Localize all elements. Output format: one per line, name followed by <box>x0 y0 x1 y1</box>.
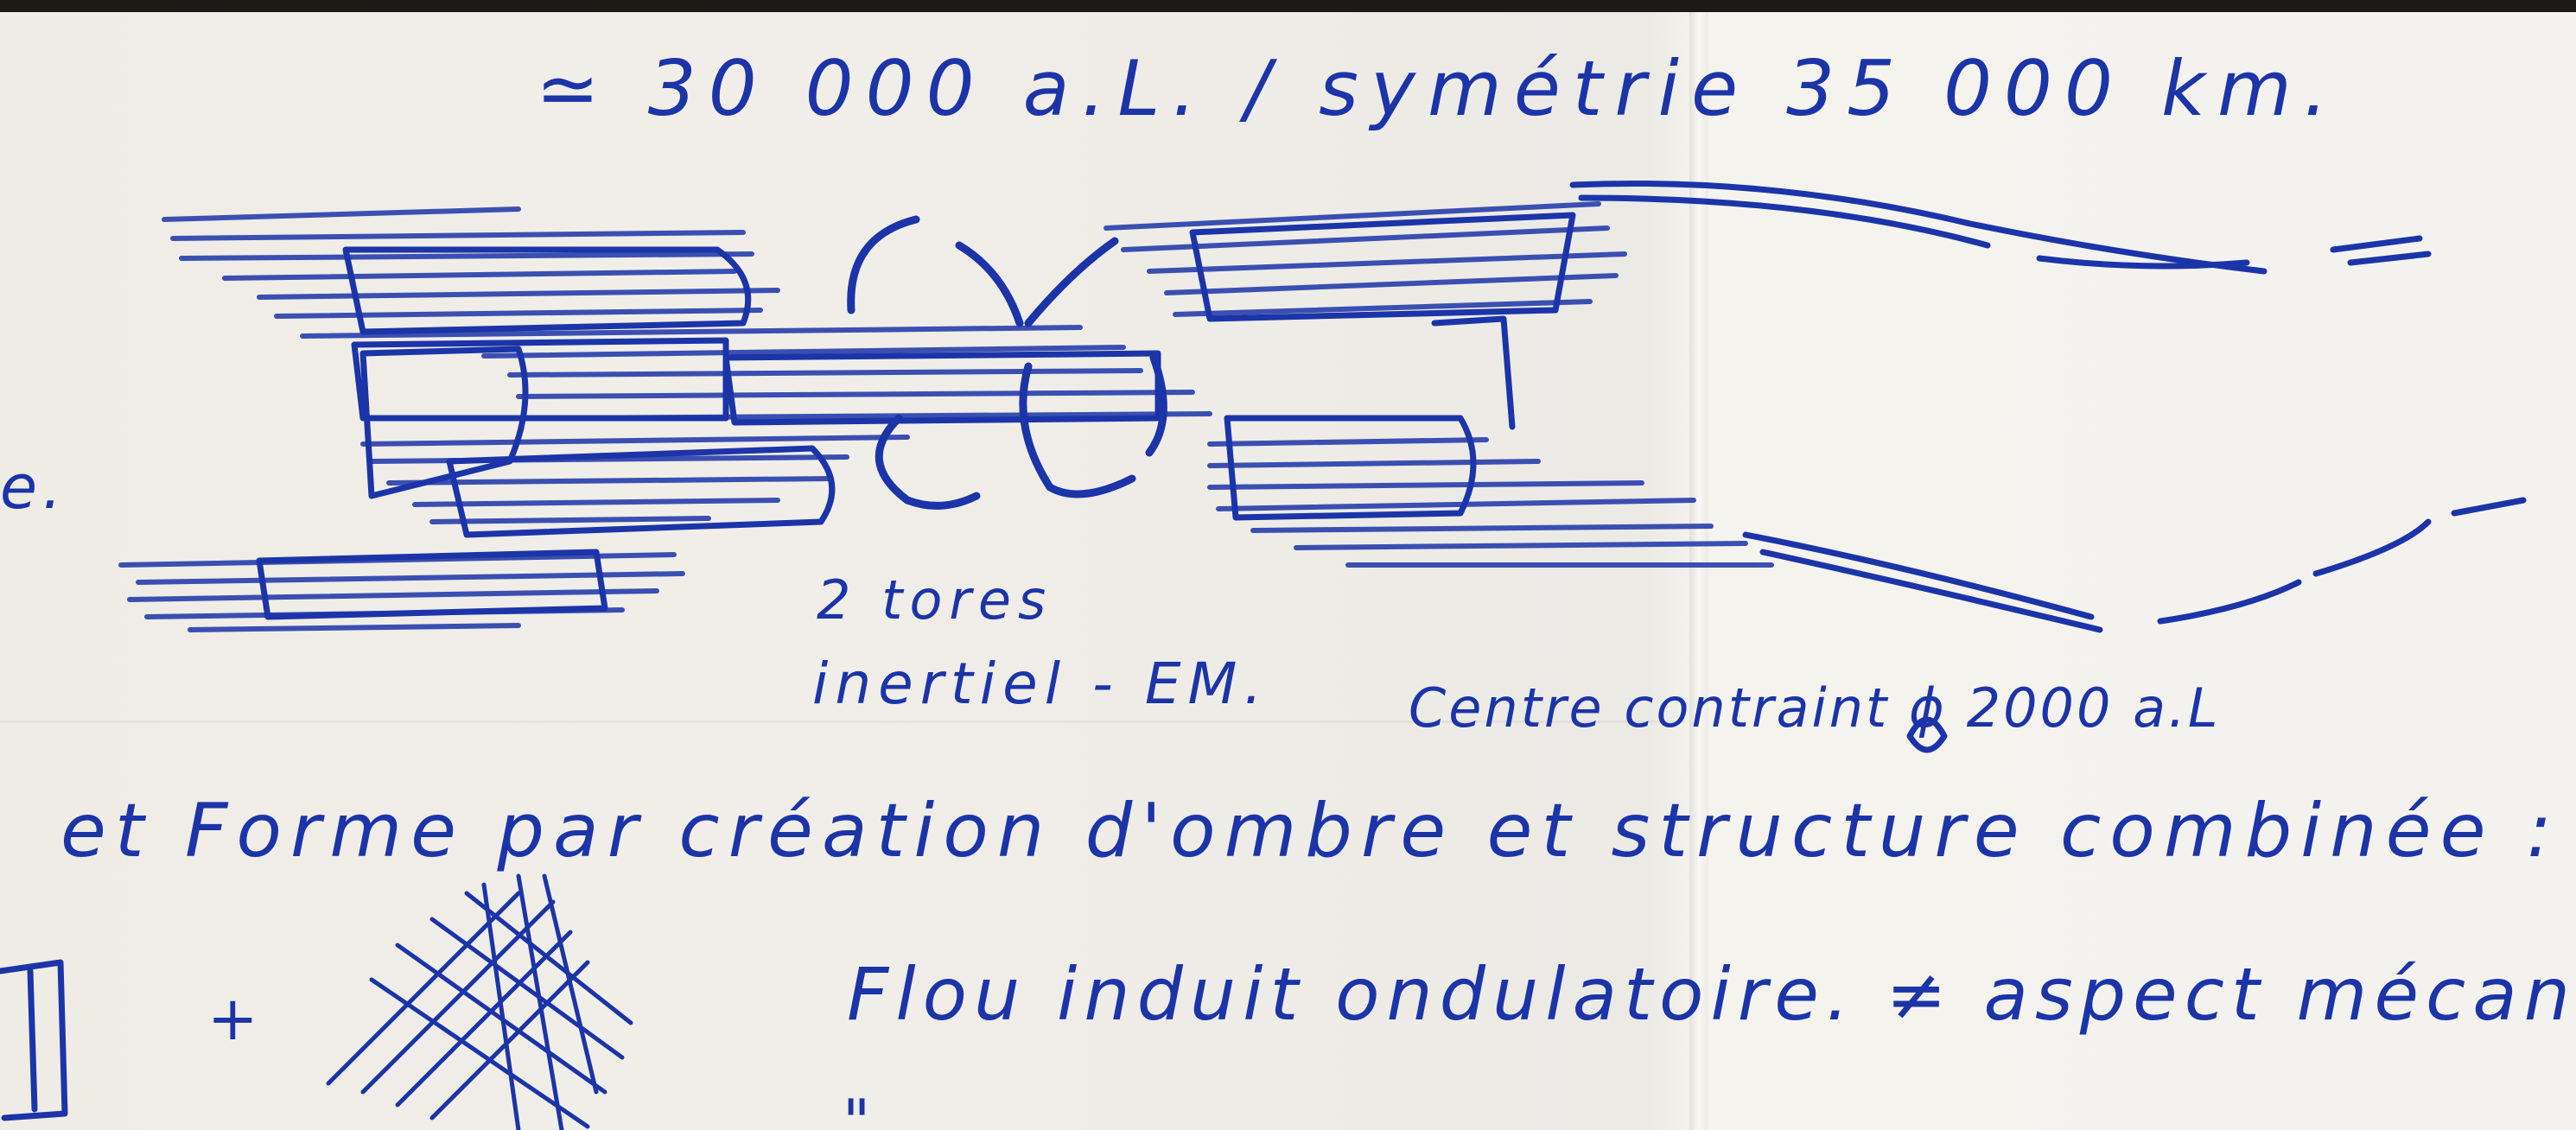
text-line-forme: et Forme par création d'ombre et structu… <box>60 788 2576 874</box>
cylinders-left <box>256 246 1161 620</box>
text-line-flou: Flou induit ondulatoire. ≠ aspect mécani… <box>847 952 2576 1037</box>
notebook-page: ≃ 30 000 a.L. / symétrie 35 000 km. e. 2… <box>0 12 2576 1130</box>
paper-fold <box>1689 12 1708 1130</box>
plus-sign: + <box>207 983 264 1054</box>
margin-letter: e. <box>0 452 67 523</box>
square-glyph <box>0 959 68 1121</box>
torus-sketch <box>0 180 2527 1130</box>
torus-core <box>847 215 1167 510</box>
label-inertiel: inertiel - EM. <box>812 651 1269 717</box>
label-tores: 2 tores <box>817 568 1053 632</box>
scale-note: ≃ 30 000 a.L. / symétrie 35 000 km. <box>536 44 2340 133</box>
grid-glyph <box>326 873 633 1130</box>
label-centre: Centre contraint ϕ 2000 a.L <box>1409 676 2221 740</box>
outer-ring <box>1569 180 2527 633</box>
hatching-right <box>1104 201 1774 568</box>
paper-crease <box>0 721 1685 723</box>
phi-mark <box>1906 716 1948 753</box>
text-line-cut: " <box>843 1087 876 1130</box>
